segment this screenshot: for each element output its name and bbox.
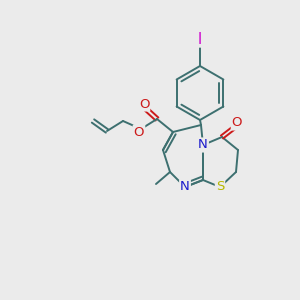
Text: O: O: [134, 125, 144, 139]
Text: I: I: [198, 32, 202, 46]
Text: S: S: [216, 181, 224, 194]
Text: O: O: [232, 116, 242, 130]
Text: N: N: [180, 181, 190, 194]
Text: O: O: [139, 98, 149, 110]
Text: N: N: [198, 139, 208, 152]
